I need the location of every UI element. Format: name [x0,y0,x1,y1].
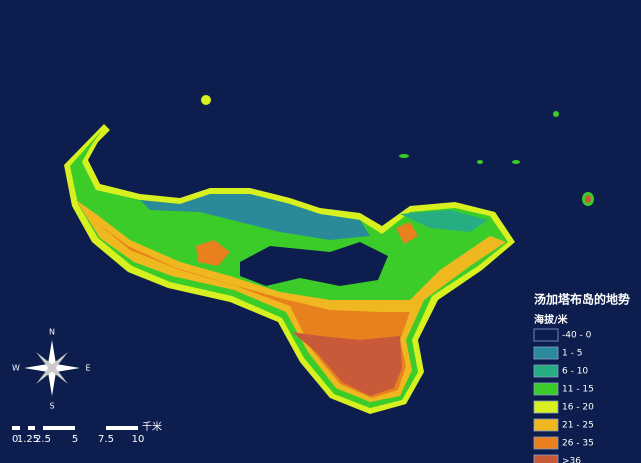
legend-label: -40 - 0 [562,331,592,341]
compass-rose [24,340,80,396]
island [64,95,594,414]
legend-label: 11 - 15 [562,385,594,395]
legend-label: 6 - 10 [562,367,588,377]
scale-label: 7.5 [98,434,114,445]
legend-swatch [533,364,559,378]
legend-swatch [533,436,559,450]
map-title: 汤加塔布岛的地势 [534,292,630,307]
scale-unit: 千米 [142,420,162,433]
compass-e: E [85,364,90,373]
legend-swatch [533,346,559,360]
scale-label: 10 [132,434,145,445]
legend-label: >36 [562,457,581,463]
legend-swatch [533,382,559,396]
scale-label: 5 [72,434,78,445]
legend-label: 21 - 25 [562,421,594,431]
legend-title: 海拔/米 [534,313,569,326]
compass-n: N [49,328,55,337]
legend-swatch [533,400,559,414]
legend-swatch [533,328,559,342]
legend-label: 16 - 20 [562,403,594,413]
legend-label: 26 - 35 [562,439,594,449]
legend-swatch [533,454,559,463]
compass-s: S [49,402,54,411]
compass-w: W [12,364,20,373]
scale-bar [12,426,138,430]
legend-swatch [533,418,559,432]
scale-label: 0 [12,434,18,445]
scale-label: 2.5 [35,434,51,445]
scale-label: 1.25 [17,434,39,445]
legend-label: 1 - 5 [562,349,582,359]
